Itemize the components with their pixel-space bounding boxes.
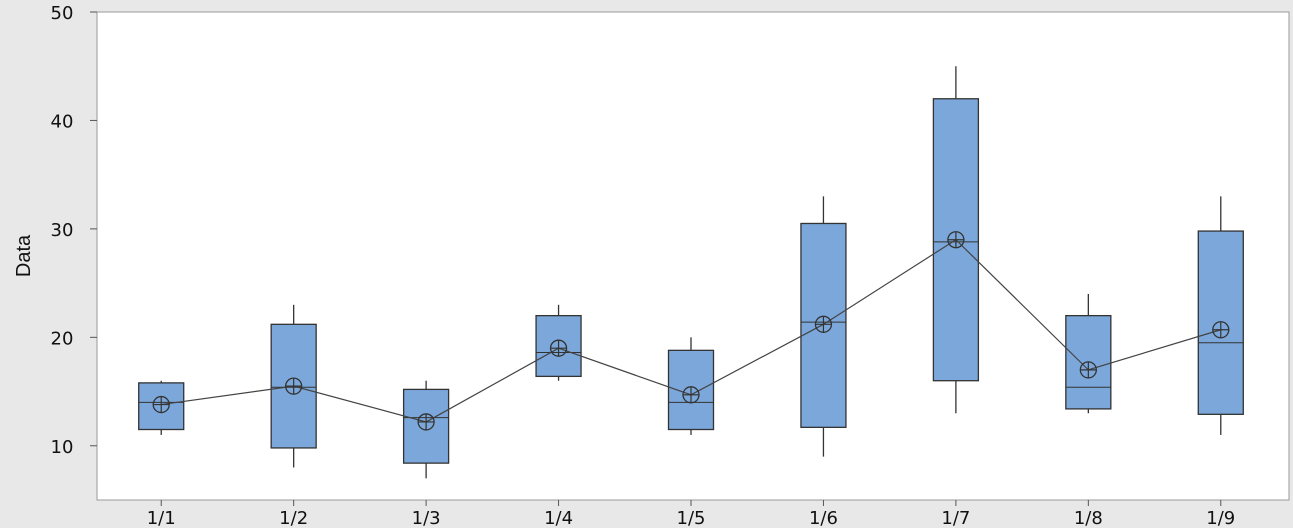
y-tick-label: 50 bbox=[51, 3, 74, 24]
x-tick-label: 1/1 bbox=[147, 508, 176, 528]
mean-marker bbox=[1079, 361, 1097, 379]
x-tick-label: 1/2 bbox=[279, 508, 308, 528]
y-tick-label: 20 bbox=[51, 328, 74, 349]
mean-marker bbox=[682, 386, 700, 404]
x-tick-label: 1/8 bbox=[1074, 508, 1103, 528]
boxes-layer bbox=[138, 66, 1244, 479]
x-tick-label: 1/9 bbox=[1206, 508, 1235, 528]
y-axis: 10 20 30 40 50 bbox=[51, 3, 97, 458]
mean-marker bbox=[814, 315, 833, 333]
mean-marker bbox=[947, 231, 965, 249]
x-tick-label: 1/5 bbox=[677, 508, 706, 528]
y-tick-label: 40 bbox=[51, 111, 74, 132]
x-tick-label: 1/3 bbox=[412, 508, 441, 528]
mean-marker bbox=[1212, 321, 1230, 339]
mean-marker bbox=[152, 395, 170, 414]
x-tick-label: 1/7 bbox=[941, 508, 970, 528]
box-body bbox=[932, 98, 980, 382]
y-tick-label: 10 bbox=[51, 437, 74, 458]
mean-marker bbox=[417, 413, 435, 431]
box-group bbox=[1197, 196, 1244, 435]
x-axis: 1/1 1/2 1/3 1/4 1/5 1/6 1/7 1/8 1/9 bbox=[147, 500, 1235, 528]
mean-marker bbox=[549, 339, 568, 357]
mean-marker bbox=[285, 377, 303, 395]
y-axis-label: Data bbox=[13, 234, 35, 277]
box-group bbox=[932, 66, 980, 414]
y-tick-label: 30 bbox=[51, 220, 74, 241]
x-tick-label: 1/4 bbox=[544, 508, 573, 528]
mean-markers-layer bbox=[152, 231, 1230, 431]
x-tick-label: 1/6 bbox=[809, 508, 838, 528]
